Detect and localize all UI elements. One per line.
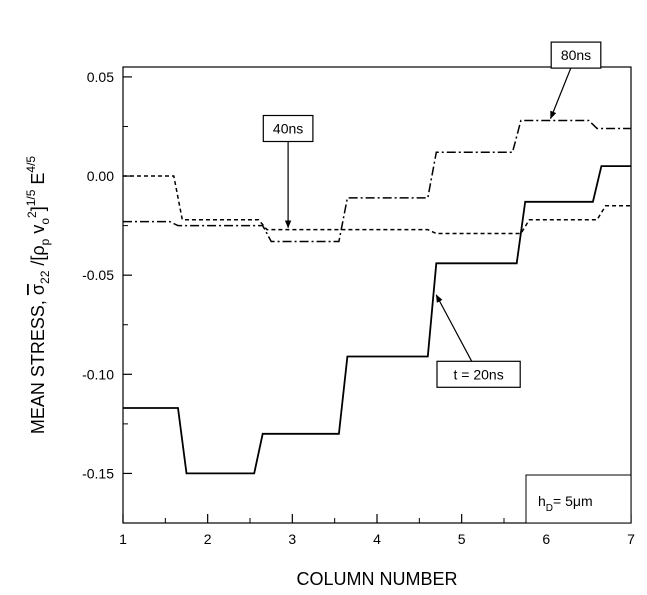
series-line-dashdot [123,119,631,243]
annotation-box [262,114,314,143]
series-line-dashed [123,175,631,235]
x-tick-label: 4 [373,531,381,547]
x-tick-label: 2 [204,531,212,547]
y-tick-label: 0.05 [87,69,114,85]
thickness-note-text: hD= 5μm [538,493,593,514]
x-axis-title: COLUMN NUMBER [296,569,457,589]
annotation-box [550,41,602,69]
annotation-layer: t = 20ns 40ns 80ns [262,41,602,388]
y-axis-title-sigma: σ [28,284,48,295]
y-tick-label: -0.10 [82,366,114,382]
y-tick-label: -0.15 [82,465,114,481]
x-tick-label: 6 [542,531,550,547]
thickness-note-box [525,474,632,524]
y-tick-label: -0.05 [82,267,114,283]
series-line-solid [123,165,631,475]
annotation-label: 40ns [273,121,303,137]
y-tick-label: 0.00 [87,168,114,184]
annotation-label: t = 20ns [453,366,503,382]
y-axis-ticks: 0.05 0.00 -0.05 -0.10 -0.15 [82,69,132,524]
series-layer [123,119,631,475]
annotation-arrow [435,294,473,362]
y-axis-title: MEAN STRESS, σ22 /[ρp vo2]1/5 E4/5 [24,156,52,435]
thickness-note: hD= 5μm [525,474,632,524]
x-tick-label: 5 [458,531,466,547]
annotation-label: 80ns [561,47,591,63]
annotation-box [436,360,521,388]
annotation-arrow [550,67,572,120]
plot-frame [122,66,632,524]
x-tick-label: 1 [119,531,127,547]
x-tick-label: 7 [627,531,635,547]
x-tick-label: 3 [288,531,296,547]
